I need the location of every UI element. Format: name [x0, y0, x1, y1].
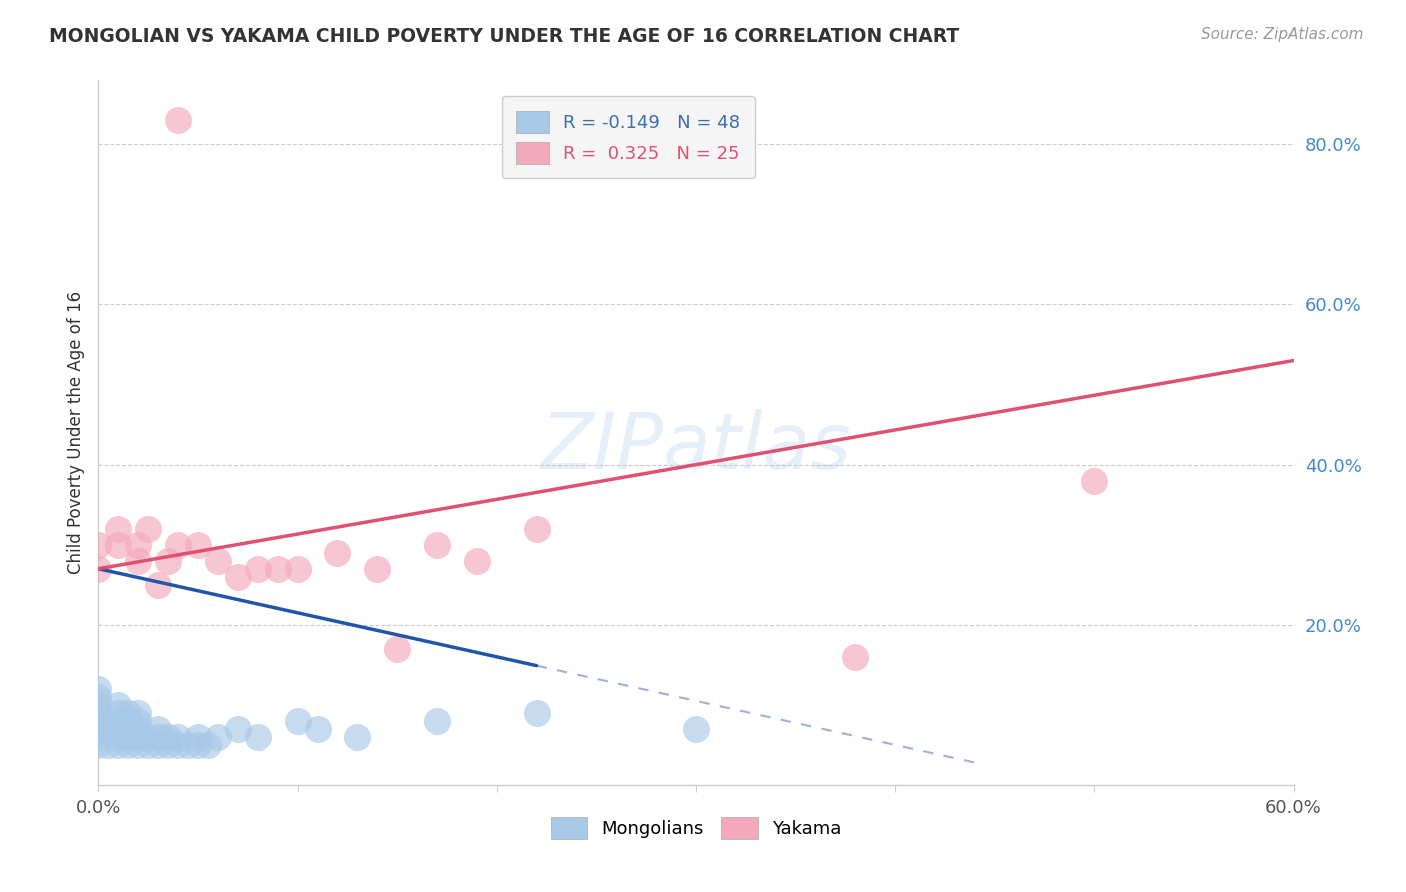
Point	[844, 649, 866, 664]
Point	[167, 113, 190, 128]
Point	[136, 738, 159, 752]
Point	[97, 738, 120, 752]
Point	[685, 722, 707, 736]
Point	[136, 522, 159, 536]
Point	[226, 570, 249, 584]
Point	[107, 538, 129, 552]
Point	[87, 738, 110, 752]
Text: MONGOLIAN VS YAKAMA CHILD POVERTY UNDER THE AGE OF 16 CORRELATION CHART: MONGOLIAN VS YAKAMA CHILD POVERTY UNDER …	[49, 27, 959, 45]
Point	[385, 641, 409, 656]
Point	[127, 554, 149, 568]
Point	[526, 706, 548, 720]
Point	[526, 522, 548, 536]
Point	[87, 690, 110, 704]
Text: Source: ZipAtlas.com: Source: ZipAtlas.com	[1201, 27, 1364, 42]
Point	[127, 730, 149, 744]
Point	[167, 538, 190, 552]
Point	[187, 730, 209, 744]
Point	[87, 722, 110, 736]
Point	[127, 538, 149, 552]
Point	[117, 722, 139, 736]
Point	[267, 562, 290, 576]
Point	[107, 714, 129, 728]
Point	[326, 546, 349, 560]
Point	[87, 730, 110, 744]
Point	[207, 730, 229, 744]
Point	[197, 738, 219, 752]
Point	[287, 562, 309, 576]
Point	[107, 738, 129, 752]
Point	[187, 738, 209, 752]
Point	[187, 538, 209, 552]
Point	[177, 738, 200, 752]
Point	[107, 522, 129, 536]
Point	[307, 722, 329, 736]
Point	[107, 698, 129, 712]
Point	[148, 738, 170, 752]
Point	[465, 554, 488, 568]
Point	[157, 738, 180, 752]
Point	[87, 698, 110, 712]
Point	[346, 730, 368, 744]
Point	[117, 730, 139, 744]
Point	[426, 538, 449, 552]
Point	[87, 562, 110, 576]
Point	[107, 722, 129, 736]
Point	[148, 730, 170, 744]
Point	[127, 722, 149, 736]
Point	[136, 730, 159, 744]
Point	[287, 714, 309, 728]
Point	[87, 706, 110, 720]
Point	[1083, 474, 1105, 488]
Point	[97, 722, 120, 736]
Point	[246, 730, 269, 744]
Y-axis label: Child Poverty Under the Age of 16: Child Poverty Under the Age of 16	[66, 291, 84, 574]
Point	[127, 738, 149, 752]
Point	[117, 738, 139, 752]
Point	[167, 738, 190, 752]
Point	[246, 562, 269, 576]
Legend: Mongolians, Yakama: Mongolians, Yakama	[543, 810, 849, 847]
Point	[426, 714, 449, 728]
Point	[157, 730, 180, 744]
Point	[148, 722, 170, 736]
Point	[107, 730, 129, 744]
Point	[127, 714, 149, 728]
Point	[366, 562, 388, 576]
Point	[87, 538, 110, 552]
Point	[87, 681, 110, 696]
Point	[167, 730, 190, 744]
Point	[207, 554, 229, 568]
Point	[226, 722, 249, 736]
Point	[157, 554, 180, 568]
Text: ZIPatlas: ZIPatlas	[540, 409, 852, 484]
Point	[117, 714, 139, 728]
Point	[87, 714, 110, 728]
Point	[127, 706, 149, 720]
Point	[148, 578, 170, 592]
Point	[107, 706, 129, 720]
Point	[117, 706, 139, 720]
